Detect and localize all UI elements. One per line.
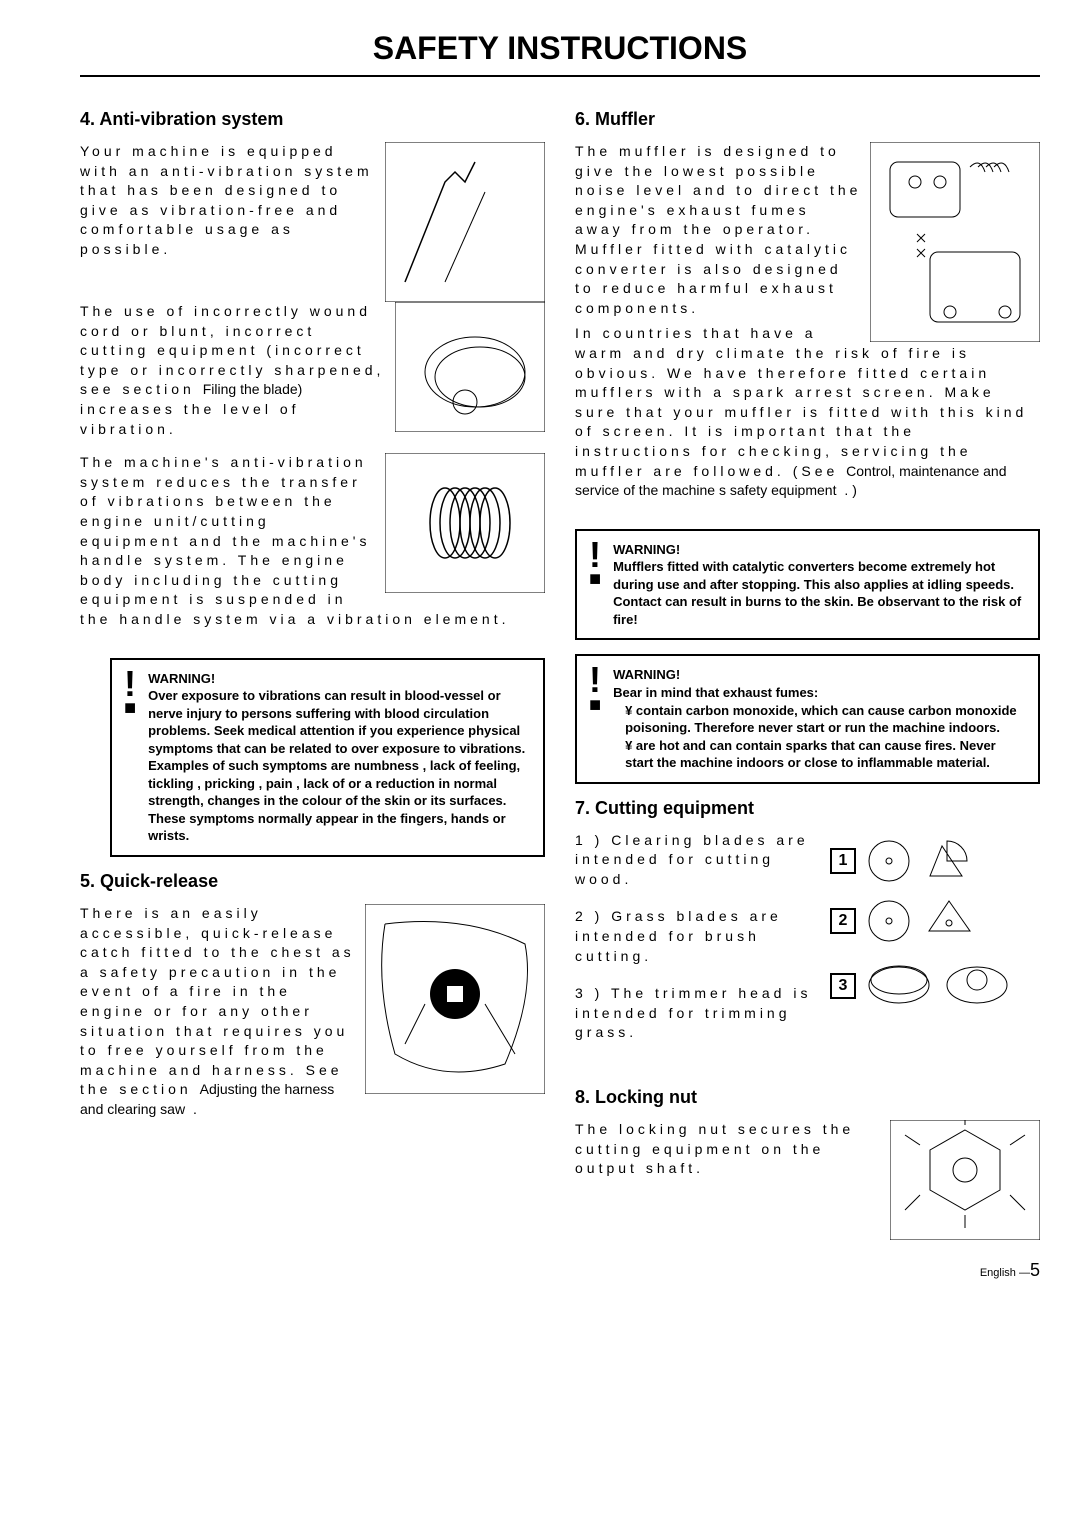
warning-text: WARNING! Bear in mind that exhaust fumes… <box>613 666 1026 771</box>
warning-text: WARNING! Over exposure to vibrations can… <box>148 670 531 845</box>
section-5-heading: 5. Quick-release <box>80 871 545 892</box>
warning-box-exhaust: !■ WARNING! Bear in mind that exhaust fu… <box>575 654 1040 783</box>
two-column-layout: 4. Anti-vibration system Your machine is… <box>80 97 1040 1240</box>
warning-box-muffler-hot: !■ WARNING! Mufflers fitted with catalyt… <box>575 529 1040 641</box>
badge-3: 3 <box>830 973 856 999</box>
right-column: 6. Muffler The muffler is designed to gi… <box>575 97 1040 1240</box>
anti-vibration-figure-1 <box>385 142 545 302</box>
cutting-row-3: 3 <box>830 951 1040 1021</box>
warning-icon: !■ <box>589 666 601 713</box>
badge-1: 1 <box>830 848 856 874</box>
section-7-heading: 7. Cutting equipment <box>575 798 1040 819</box>
warning-icon: !■ <box>589 541 601 588</box>
muffler-figure <box>870 142 1040 342</box>
page-footer: English —5 <box>80 1260 1040 1281</box>
section-6-heading: 6. Muffler <box>575 109 1040 130</box>
warning-icon: !■ <box>124 670 136 717</box>
cutting-row-1: 1 <box>830 831 1040 891</box>
badge-2: 2 <box>830 908 856 934</box>
quick-release-figure <box>365 904 545 1094</box>
anti-vibration-figure-2 <box>395 302 545 432</box>
left-column: 4. Anti-vibration system Your machine is… <box>80 97 545 1240</box>
warning-text: WARNING! Mufflers fitted with catalytic … <box>613 541 1026 629</box>
warning-box-vibration: !■ WARNING! Over exposure to vibrations … <box>110 658 545 857</box>
anti-vibration-figure-3 <box>385 453 545 593</box>
page-title: SAFETY INSTRUCTIONS <box>80 30 1040 77</box>
section-4-heading: 4. Anti-vibration system <box>80 109 545 130</box>
section-6-para-2: In countries that have a warm and dry cl… <box>575 324 1040 500</box>
section-8-heading: 8. Locking nut <box>575 1087 1040 1108</box>
cutting-row-2: 2 <box>830 891 1040 951</box>
locking-nut-figure <box>890 1120 1040 1240</box>
